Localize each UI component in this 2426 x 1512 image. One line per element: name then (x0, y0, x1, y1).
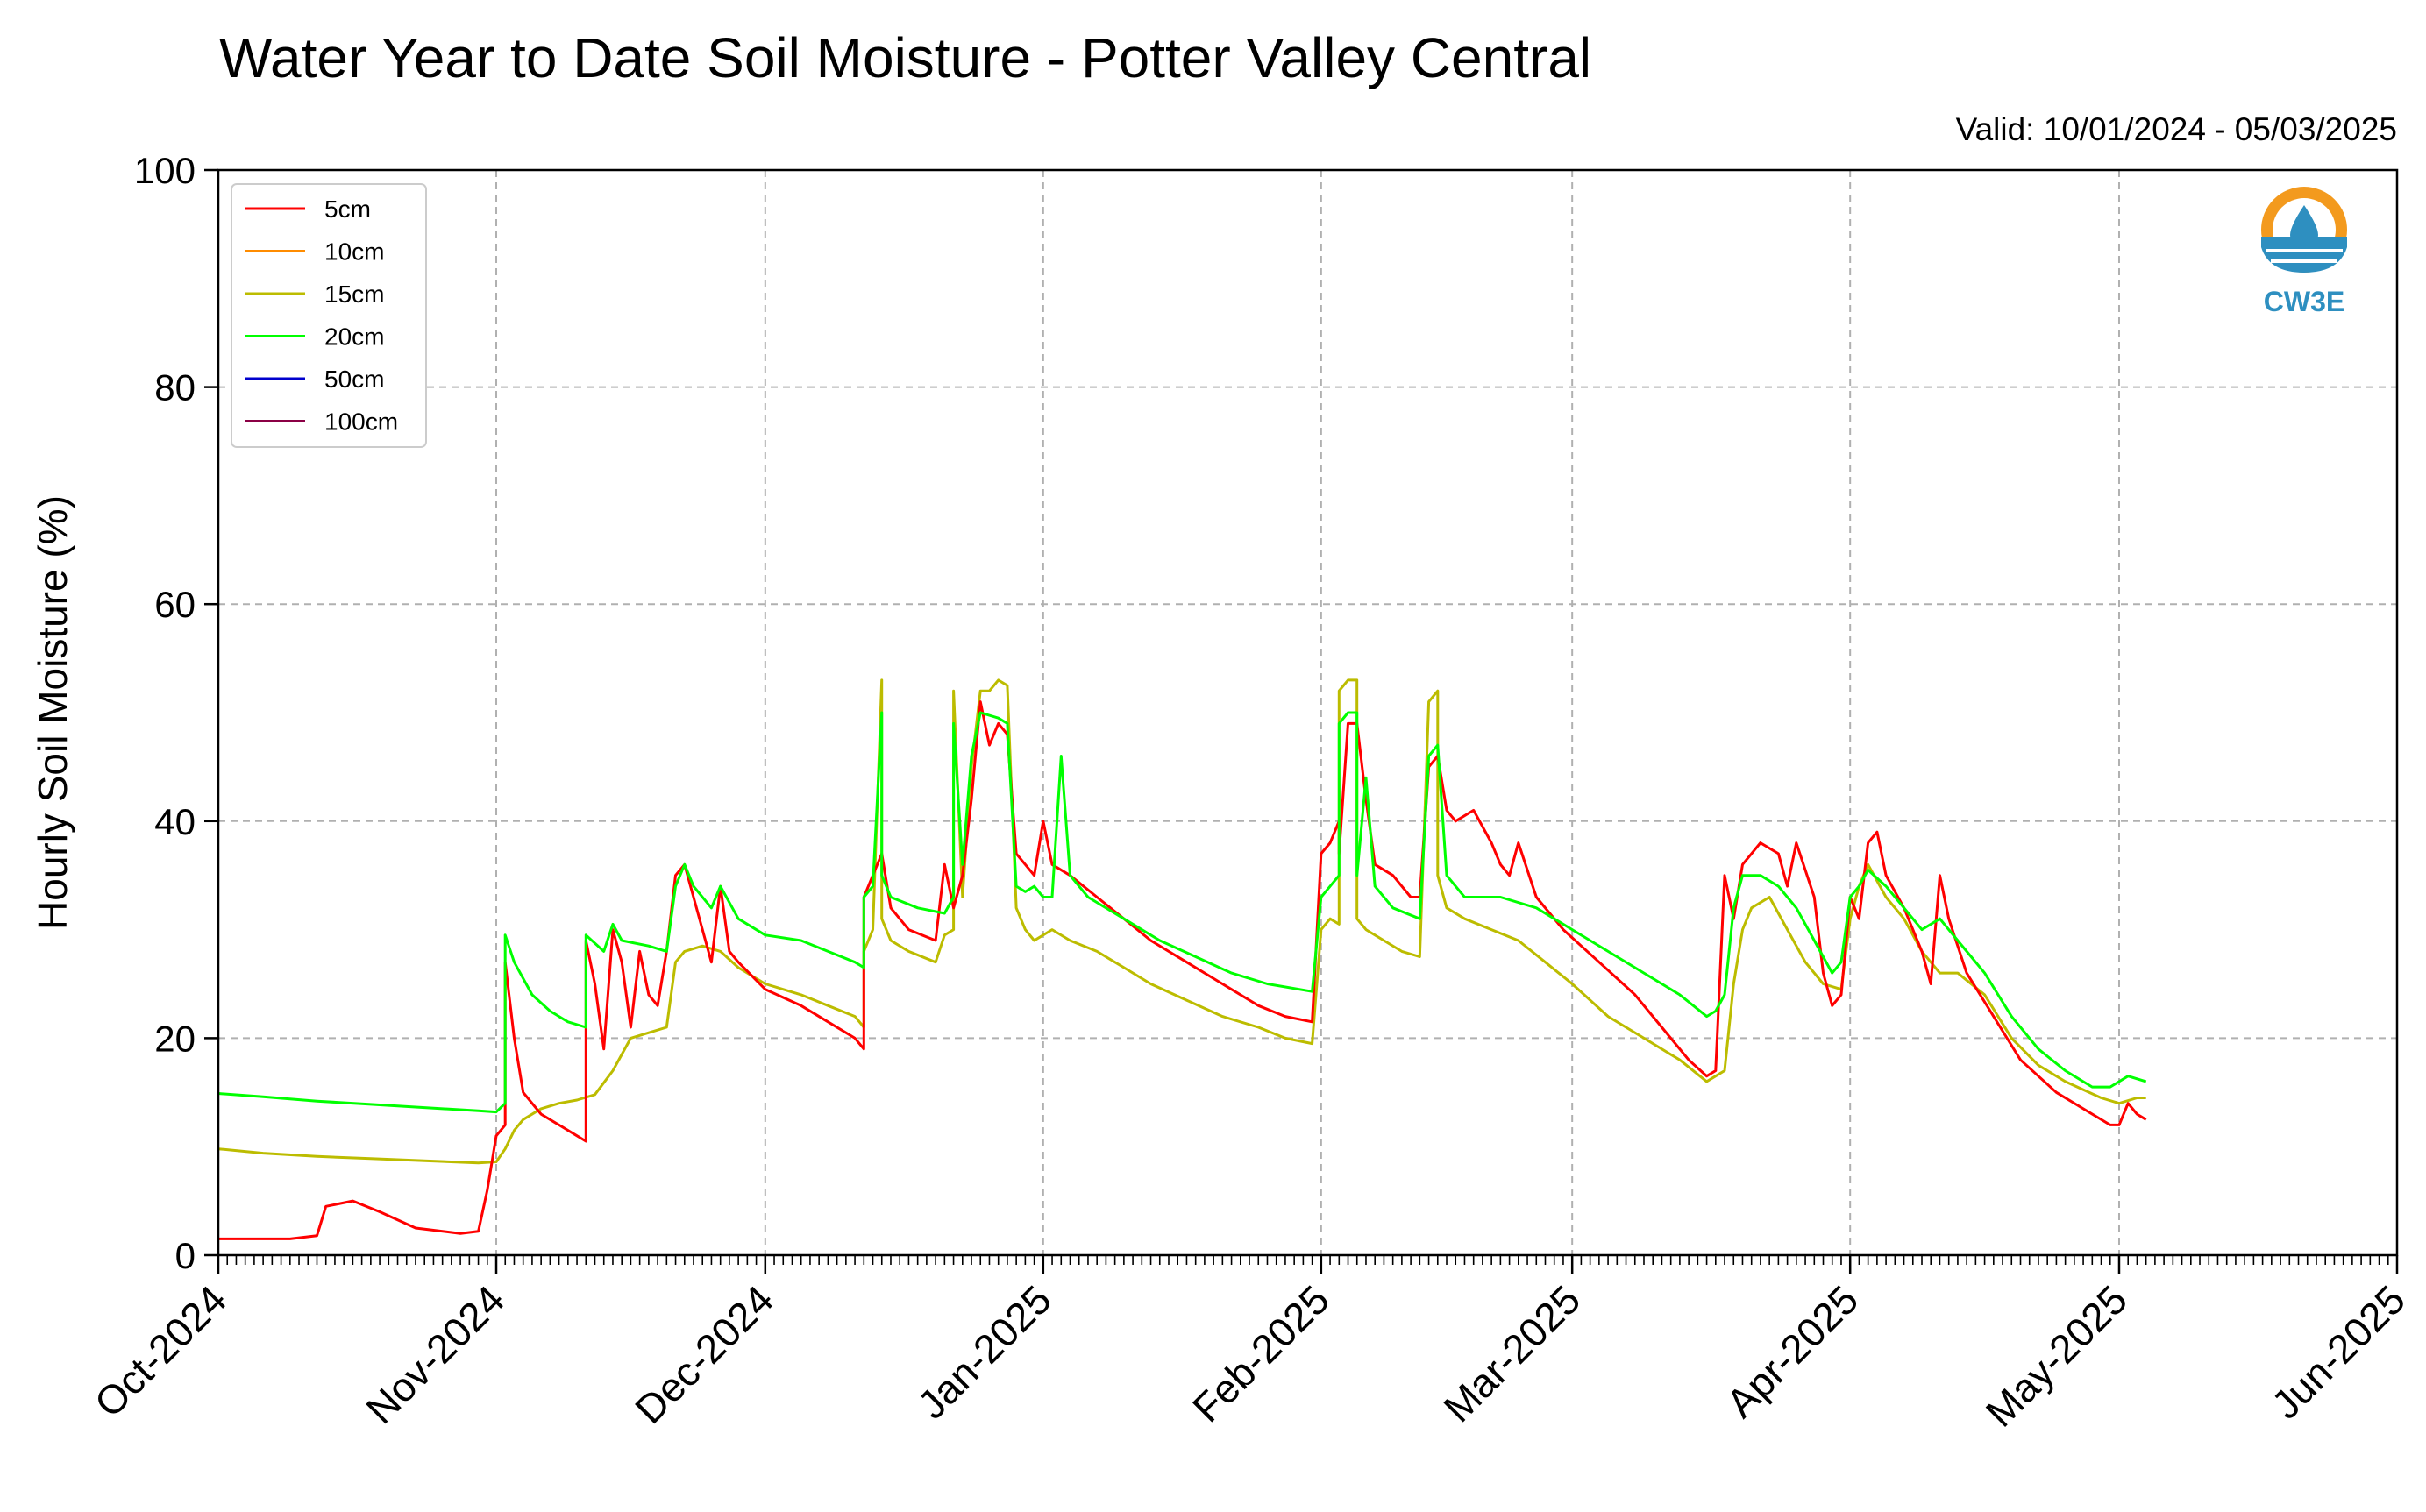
y-tick-label: 40 (154, 801, 196, 842)
x-tick-label: Jan-2025 (908, 1276, 1059, 1427)
y-tick-label: 60 (154, 584, 196, 625)
chart-title: Water Year to Date Soil Moisture - Potte… (219, 26, 1591, 89)
y-tick-label: 80 (154, 367, 196, 408)
x-tick-label: Oct-2024 (86, 1276, 236, 1426)
y-tick-label: 100 (134, 150, 196, 191)
minor-ticks (217, 1255, 2398, 1265)
x-axis: Oct-2024 Nov-2024 Dec-2024 Jan-2025 Feb-2025… (86, 1255, 2414, 1436)
legend-label-50cm: 50cm (324, 366, 384, 393)
legend: 5cm 10cm 15cm 20cm 50cm 100cm (231, 183, 427, 448)
legend-label-5cm: 5cm (324, 195, 371, 223)
series-line-20cm (217, 711, 2147, 1114)
legend-label-15cm: 15cm (324, 280, 384, 308)
y-tick-label: 20 (154, 1018, 196, 1059)
x-tick-label: May-2025 (1977, 1276, 2136, 1435)
y-axis-label: Hourly Soil Moisture (%) (30, 495, 75, 930)
series-line-5cm (218, 700, 2147, 1240)
x-tick-label: Mar-2025 (1434, 1276, 1589, 1430)
series-lines (217, 678, 2147, 1240)
legend-label-20cm: 20cm (324, 323, 384, 351)
logo-droplet-icon (2290, 205, 2318, 249)
legend-label-100cm: 100cm (324, 408, 398, 436)
x-tick-label: Nov-2024 (357, 1276, 513, 1432)
valid-date-range: Valid: 10/01/2024 - 05/03/2025 (1956, 111, 2397, 147)
grid-lines (218, 170, 2397, 1255)
logo-wave-lines (2266, 249, 2343, 263)
x-tick-label: Apr-2025 (1718, 1276, 1868, 1426)
y-tick-label: 0 (175, 1235, 196, 1276)
x-tick-label: Dec-2024 (626, 1276, 782, 1432)
y-axis: 0 20 40 60 80 100 (134, 150, 218, 1276)
cw3e-logo: CW3E (2261, 187, 2347, 317)
legend-label-10cm: 10cm (324, 238, 384, 266)
x-tick-label: Jun-2025 (2263, 1276, 2414, 1427)
series-line-15cm (217, 678, 2146, 1165)
logo-water-icon (2261, 237, 2347, 273)
logo-text: CW3E (2264, 286, 2344, 317)
x-tick-label: Feb-2025 (1184, 1276, 1338, 1430)
plot-frame (217, 168, 2399, 1257)
